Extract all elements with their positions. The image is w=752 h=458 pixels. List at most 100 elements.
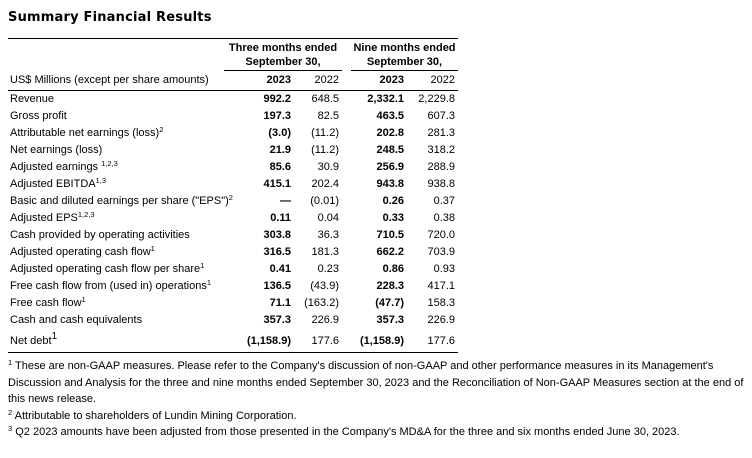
row-label-footnote-marker: 1,2,3 [77, 210, 95, 219]
row-label: Revenue [8, 91, 233, 109]
cell-3m-2022: 30.9 [317, 161, 339, 173]
row-label: Net earnings (loss) [8, 142, 233, 159]
row-label: Net debt1 [8, 329, 233, 353]
row-label-text: Net earnings (loss) [10, 144, 103, 156]
row-label: Basic and diluted earnings per share ("E… [8, 193, 233, 210]
row-label-footnote-marker: 2 [228, 193, 233, 202]
cell-3m-2022: (11.2) [311, 127, 339, 139]
cell-3m-2023: 357.3 [263, 314, 291, 326]
row-label: Attributable net earnings (loss)2 [8, 125, 233, 142]
table-row: Cash and cash equivalents 357.3 226.9 35… [8, 312, 458, 329]
row-label-footnote-marker: 1,3 [95, 176, 107, 185]
cell-9m-2023: 710.5 [376, 229, 404, 241]
row-label-text: Adjusted EBITDA [10, 178, 96, 190]
table-row: Gross profit 197.3 82.5 463.5 607.3 [8, 108, 458, 125]
cell-9m-2022: 2,229.8 [418, 93, 455, 105]
cell-3m-2023: 197.3 [263, 110, 291, 122]
cell-9m-2023: 2,332.1 [367, 93, 404, 105]
cell-3m-2023: 136.5 [263, 280, 291, 292]
table-row: Net earnings (loss) 21.9 (11.2) 248.5 31… [8, 142, 458, 159]
column-group-three-months: Three months ended September 30, [224, 39, 342, 71]
cell-9m-2022: 158.3 [427, 297, 455, 309]
cell-9m-2023: (1,158.9) [359, 335, 404, 347]
cell-3m-2023: 415.1 [263, 178, 291, 190]
row-label: Adjusted EBITDA1,3 [8, 176, 233, 193]
cell-3m-2022: 202.4 [311, 178, 339, 190]
cell-3m-2022: (43.9) [310, 280, 339, 292]
row-label: Gross profit [8, 108, 233, 125]
cell-3m-2022: (11.2) [311, 144, 339, 156]
year-header-row: US$ Millions (except per share amounts) … [8, 71, 458, 91]
group-three-months-line1: Three months ended [228, 42, 338, 54]
cell-9m-2023: 248.5 [376, 144, 404, 156]
cell-3m-2023: 303.8 [263, 229, 291, 241]
row-label-text: Adjusted operating cash flow per share [10, 263, 201, 275]
cell-9m-2022: 938.8 [427, 178, 455, 190]
row-label-text: Free cash flow [10, 297, 82, 309]
cell-3m-2023: 0.41 [269, 263, 291, 275]
table-row: Basic and diluted earnings per share ("E… [8, 193, 458, 210]
cell-9m-2023: 0.26 [382, 195, 404, 207]
row-label-text: Adjusted EPS [10, 212, 78, 224]
col-header-3m-2022: 2022 [291, 71, 339, 91]
footnote-marker: 3 [8, 424, 13, 433]
table-row: Adjusted EPS1,2,3 0.11 0.04 0.33 0.38 [8, 210, 458, 227]
row-label-text: Cash and cash equivalents [10, 314, 143, 326]
cell-9m-2023: 662.2 [376, 246, 404, 258]
group-nine-months-line2: September 30, [366, 56, 443, 68]
table-row: Net debt1 (1,158.9) 177.6 (1,158.9) 177.… [8, 329, 458, 353]
cell-9m-2022: 0.37 [433, 195, 455, 207]
cell-3m-2023: 71.1 [269, 297, 291, 309]
row-label-footnote-marker: 1 [51, 331, 58, 342]
cell-3m-2022: 36.3 [317, 229, 339, 241]
cell-9m-2023: 256.9 [376, 161, 404, 173]
row-label: Adjusted EPS1,2,3 [8, 210, 233, 227]
footnote-text: Q2 2023 amounts have been adjusted from … [15, 426, 680, 438]
table-row: Adjusted EBITDA1,3 415.1 202.4 943.8 938… [8, 176, 458, 193]
cell-3m-2022: 226.9 [311, 314, 339, 326]
cell-9m-2022: 417.1 [427, 280, 455, 292]
col-header-9m-2023: 2023 [339, 71, 404, 91]
cell-3m-2022: 648.5 [311, 93, 339, 105]
table-row: Cash provided by operating activities 30… [8, 227, 458, 244]
cell-9m-2023: 202.8 [376, 127, 404, 139]
unit-label: US$ Millions (except per share amounts) [8, 71, 233, 91]
row-label-text: Adjusted earnings [10, 161, 102, 173]
footnote-marker: 2 [8, 407, 13, 417]
cell-3m-2023: (3.0) [268, 127, 291, 139]
footnote-text: These are non-GAAP measures. Please refe… [8, 360, 744, 405]
footnote-marker: 1 [8, 358, 13, 367]
footnote-text: Attributable to shareholders of Lundin M… [14, 409, 297, 422]
cell-9m-2022: 288.9 [427, 161, 455, 173]
footnote: 3 Q2 2023 amounts have been adjusted fro… [8, 424, 748, 441]
column-group-header-row: Three months ended September 30, Nine mo… [8, 39, 458, 72]
cell-3m-2023: 992.2 [263, 93, 291, 105]
row-label: Cash provided by operating activities [8, 227, 233, 244]
table-row: Attributable net earnings (loss)2 (3.0) … [8, 125, 458, 142]
group-header-spacer [8, 39, 233, 72]
row-label-text: Basic and diluted earnings per share ("E… [10, 195, 229, 207]
cell-9m-2022: 226.9 [427, 314, 455, 326]
table-row: Free cash flow from (used in) operations… [8, 278, 458, 295]
cell-9m-2022: 318.2 [427, 144, 455, 156]
cell-9m-2022: 0.93 [433, 263, 455, 275]
cell-9m-2023: (47.7) [375, 297, 404, 309]
row-label-footnote-marker: 1 [81, 295, 86, 304]
cell-9m-2022: 177.6 [427, 335, 455, 347]
cell-9m-2022: 720.0 [427, 229, 455, 241]
footnote: 2 Attributable to shareholders of Lundin… [8, 408, 748, 425]
row-label-text: Gross profit [10, 110, 67, 122]
col-header-9m-2022: 2022 [404, 71, 458, 91]
row-label-footnote-marker: 2 [159, 125, 164, 134]
col-header-3m-2023: 2023 [233, 71, 291, 91]
row-label: Cash and cash equivalents [8, 312, 233, 329]
row-label-text: Free cash flow from (used in) operations [10, 280, 207, 292]
cell-3m-2023: 0.11 [270, 212, 291, 224]
row-label-footnote-marker: 1 [150, 244, 155, 253]
cell-3m-2022: (163.2) [304, 297, 339, 309]
summary-financial-table: Three months ended September 30, Nine mo… [8, 38, 458, 353]
row-label: Adjusted operating cash flow per share1 [8, 261, 233, 278]
cell-3m-2022: (0.01) [310, 195, 339, 207]
row-label-footnote-marker: 1 [200, 261, 205, 270]
cell-9m-2022: 703.9 [427, 246, 455, 258]
